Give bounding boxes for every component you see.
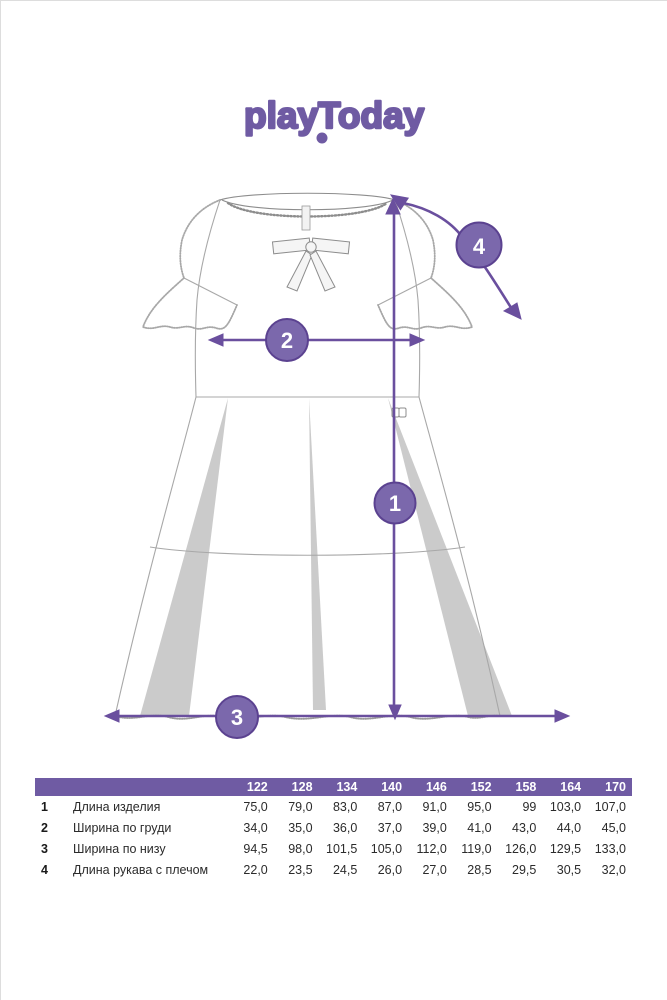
svg-text:1: 1 bbox=[389, 491, 401, 516]
svg-text:4: 4 bbox=[473, 234, 486, 259]
svg-text:2: 2 bbox=[281, 328, 293, 353]
svg-text:3: 3 bbox=[231, 705, 243, 730]
